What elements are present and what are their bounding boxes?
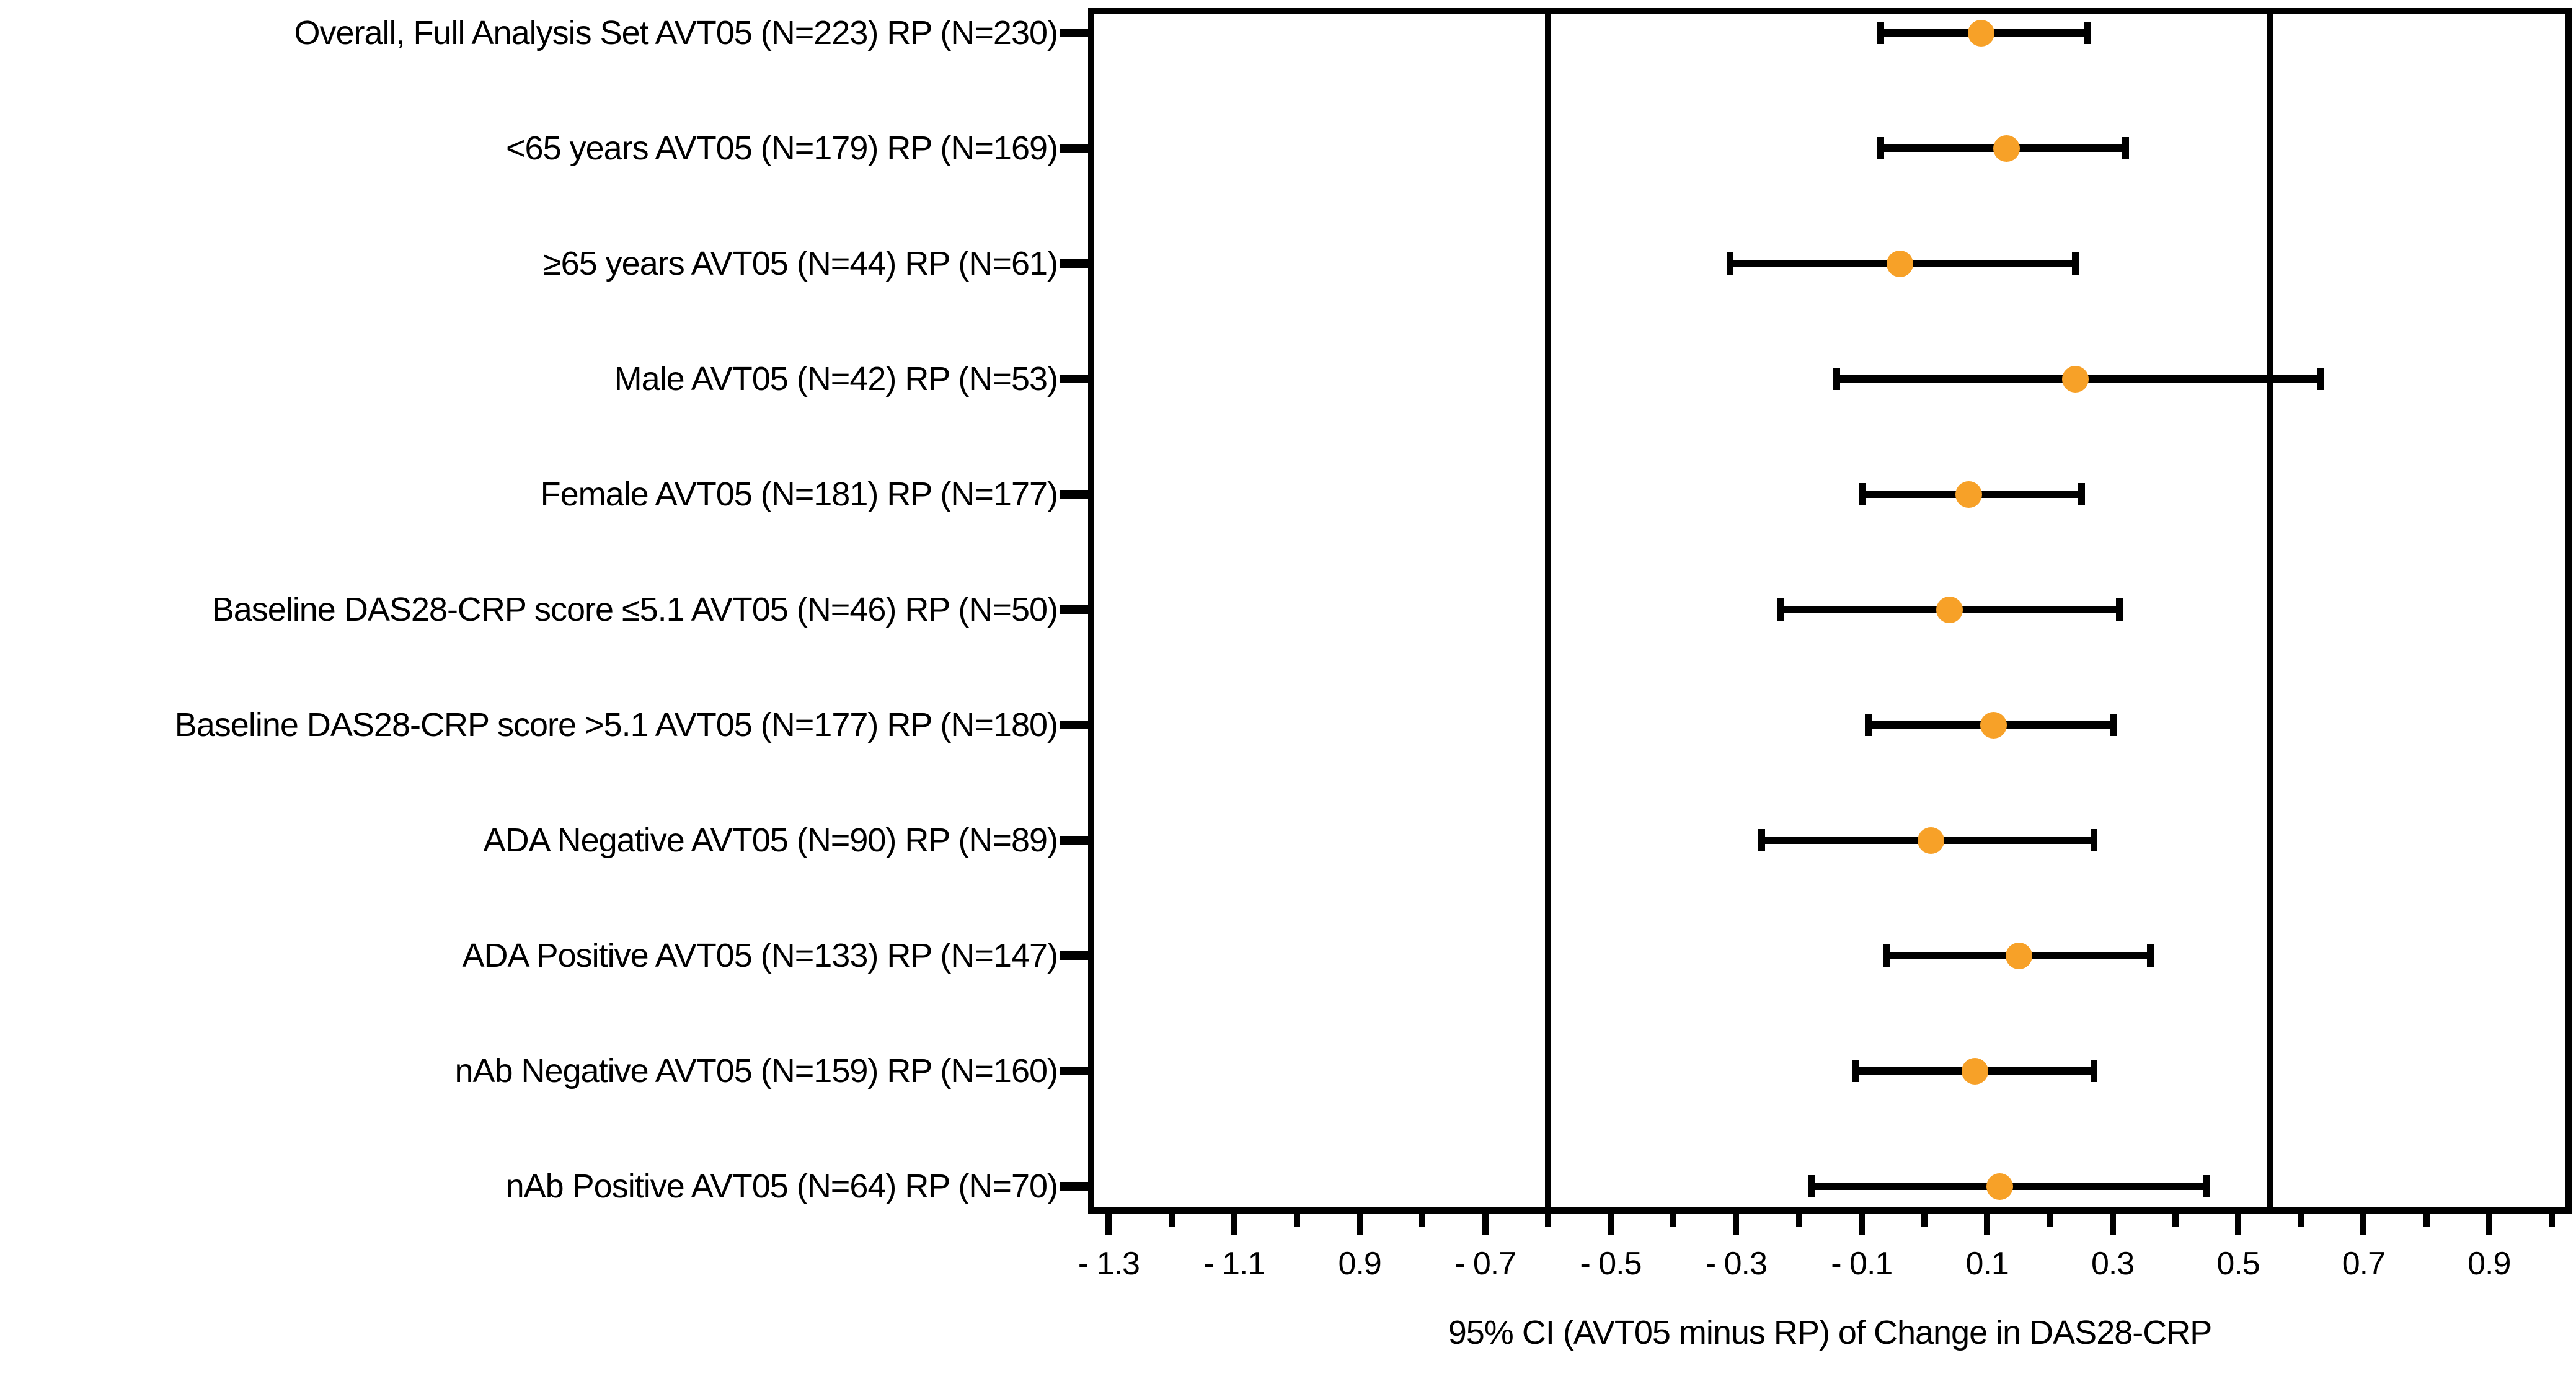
ci-cap-high (2091, 829, 2098, 851)
row-label: ADA Negative AVT05 (N=90) RP (N=89) (483, 822, 1058, 859)
x-major-tick (2485, 1214, 2492, 1235)
row-label: Baseline DAS28-CRP score >5.1 AVT05 (N=1… (174, 706, 1058, 744)
ci-cap-low (1727, 252, 1734, 275)
ci-cap-low (1852, 1060, 1859, 1082)
x-major-tick (1482, 1214, 1489, 1235)
x-minor-tick (2549, 1214, 2555, 1227)
x-minor-tick (1168, 1214, 1175, 1227)
row-label: Baseline DAS28-CRP score ≤5.1 AVT05 (N=4… (211, 591, 1058, 628)
point-estimate-marker (2005, 943, 2032, 969)
x-major-tick (1733, 1214, 1740, 1235)
x-major-tick (1105, 1214, 1112, 1235)
row-label: Male AVT05 (N=42) RP (N=53) (614, 360, 1058, 397)
x-major-tick (1608, 1214, 1614, 1235)
row-label: ≥65 years AVT05 (N=44) RP (N=61) (542, 245, 1058, 282)
x-minor-tick (1419, 1214, 1426, 1227)
equivalence-margin-line (2266, 8, 2273, 1214)
x-tick-label: - 0.7 (1454, 1246, 1516, 1282)
x-tick-label: 0.1 (1965, 1246, 2009, 1282)
equivalence-margin-line (1544, 8, 1551, 1214)
x-major-tick (2109, 1214, 2116, 1235)
x-minor-tick (2423, 1214, 2430, 1227)
row-label: <65 years AVT05 (N=179) RP (N=169) (506, 130, 1058, 167)
ci-cap-low (1777, 598, 1784, 621)
x-tick-label: - 0.3 (1705, 1246, 1768, 1282)
point-estimate-marker (1968, 20, 1995, 47)
row-axis-tick (1060, 259, 1090, 268)
point-estimate-marker (1936, 597, 1963, 623)
x-tick-label: 0.9 (1338, 1246, 1382, 1282)
row-axis-tick (1060, 721, 1090, 729)
row-label: nAb Negative AVT05 (N=159) RP (N=160) (454, 1052, 1058, 1090)
ci-cap-high (2109, 714, 2117, 736)
row-axis-tick (1060, 605, 1090, 614)
ci-cap-high (2078, 483, 2085, 505)
x-minor-tick (1921, 1214, 1928, 1227)
x-minor-tick (2047, 1214, 2053, 1227)
x-axis-title: 95% CI (AVT05 minus RP) of Change in DAS… (1448, 1314, 2213, 1351)
x-major-tick (1858, 1214, 1865, 1235)
ci-cap-low (1864, 714, 1872, 736)
x-tick-label: - 1.1 (1203, 1246, 1265, 1282)
x-major-tick (2235, 1214, 2241, 1235)
row-label: nAb Positive AVT05 (N=64) RP (N=70) (505, 1168, 1058, 1205)
row-label: Female AVT05 (N=181) RP (N=177) (540, 476, 1058, 513)
ci-cap-low (1877, 137, 1885, 159)
ci-cap-high (2084, 22, 2092, 44)
row-axis-tick (1060, 836, 1090, 845)
row-axis-tick (1060, 490, 1090, 499)
x-major-tick (1984, 1214, 1991, 1235)
row-axis-tick (1060, 144, 1090, 153)
row-axis-tick (1060, 1067, 1090, 1075)
x-major-tick (1231, 1214, 1237, 1235)
point-estimate-marker (1955, 481, 1982, 508)
x-major-tick (1357, 1214, 1363, 1235)
x-tick-label: - 1.3 (1078, 1246, 1140, 1282)
ci-cap-low (1877, 22, 1885, 44)
x-minor-tick (1294, 1214, 1300, 1227)
point-estimate-marker (1993, 135, 2020, 162)
point-estimate-marker (1986, 1173, 2014, 1200)
ci-cap-high (2203, 1175, 2211, 1197)
ci-cap-low (1758, 829, 1765, 851)
x-minor-tick (1544, 1214, 1551, 1227)
row-axis-tick (1060, 375, 1090, 383)
x-minor-tick (2172, 1214, 2179, 1227)
ci-cap-high (2122, 137, 2129, 159)
x-tick-label: 0.9 (2468, 1246, 2511, 1282)
ci-cap-high (2147, 944, 2154, 967)
plot-frame (1088, 8, 2572, 1214)
ci-cap-high (2115, 598, 2123, 621)
x-minor-tick (1670, 1214, 1677, 1227)
point-estimate-marker (2061, 366, 2089, 393)
ci-cap-low (1833, 368, 1841, 390)
row-axis-tick (1060, 1182, 1090, 1191)
point-estimate-marker (1886, 251, 1913, 277)
ci-cap-high (2091, 1060, 2098, 1082)
ci-cap-low (1858, 483, 1866, 505)
x-tick-label: 0.3 (2091, 1246, 2135, 1282)
ci-cap-high (2316, 368, 2324, 390)
x-major-tick (2360, 1214, 2367, 1235)
row-axis-tick (1060, 951, 1090, 960)
ci-cap-high (2071, 252, 2079, 275)
x-tick-label: - 0.5 (1580, 1246, 1642, 1282)
row-label: ADA Positive AVT05 (N=133) RP (N=147) (462, 937, 1058, 974)
point-estimate-marker (1980, 712, 2007, 739)
point-estimate-marker (1961, 1058, 1988, 1085)
x-tick-label: 0.7 (2342, 1246, 2386, 1282)
row-axis-tick (1060, 29, 1090, 37)
x-minor-tick (2298, 1214, 2304, 1227)
point-estimate-marker (1918, 827, 1945, 854)
x-tick-label: - 0.1 (1831, 1246, 1893, 1282)
x-tick-label: 0.5 (2216, 1246, 2260, 1282)
row-label: Overall, Full Analysis Set AVT05 (N=223)… (294, 14, 1058, 51)
ci-cap-low (1808, 1175, 1815, 1197)
x-minor-tick (1795, 1214, 1802, 1227)
ci-cap-low (1883, 944, 1891, 967)
